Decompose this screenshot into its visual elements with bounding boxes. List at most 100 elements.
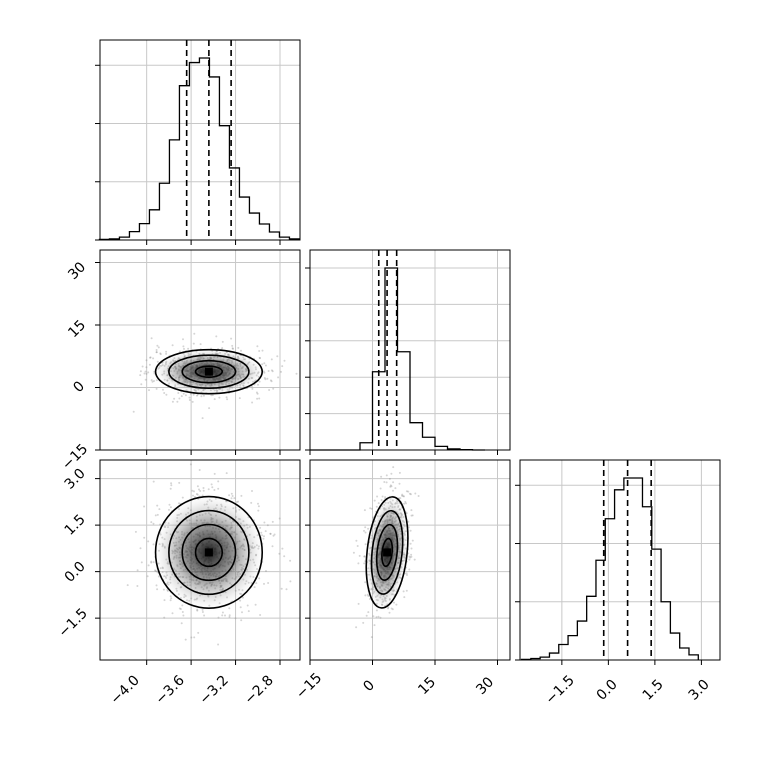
tick-labels: 30 15 0 −15 3.0 1.5 0.0 −1.5 −4.0 −3.6 −… xyxy=(55,259,712,708)
scatter-point xyxy=(150,561,153,564)
scatter-point xyxy=(196,485,199,488)
contour-line xyxy=(154,348,264,395)
scatter-point xyxy=(377,615,380,618)
scatter-point xyxy=(392,466,395,469)
scatter-point xyxy=(208,407,211,410)
scatter-point xyxy=(258,350,261,352)
scatter-point xyxy=(417,495,420,497)
contour-line xyxy=(154,495,264,610)
scatter-point xyxy=(295,372,298,375)
scatter-point xyxy=(373,624,376,627)
scatter-point xyxy=(398,471,401,474)
scatter-point xyxy=(270,380,273,383)
scatter-point xyxy=(176,400,179,403)
scatter-point xyxy=(143,372,146,375)
scatter-point xyxy=(370,636,373,639)
scatter-point xyxy=(152,522,155,525)
scatter-point xyxy=(259,614,262,616)
xtick-label: 15 xyxy=(415,674,439,698)
scatter-point xyxy=(410,553,413,556)
scatter-point xyxy=(145,372,148,375)
scatter-point xyxy=(182,614,185,617)
xtick-label: −4.0 xyxy=(107,672,142,707)
scatter-point xyxy=(143,505,146,508)
scatter-point xyxy=(139,547,142,550)
scatter-point xyxy=(141,365,144,368)
scatter-point xyxy=(213,472,216,475)
scatter-point xyxy=(390,485,393,488)
scatter-point xyxy=(280,587,283,590)
scatter-point xyxy=(179,608,182,610)
scatter-point xyxy=(140,561,143,564)
scatter-point xyxy=(409,556,412,559)
scatter-point xyxy=(392,489,394,492)
scatter-point xyxy=(258,397,261,400)
scatter-point xyxy=(270,358,273,361)
scatter-point xyxy=(365,614,368,617)
scatter-point xyxy=(267,582,270,584)
scatter-point xyxy=(392,481,395,484)
scatter-point xyxy=(158,508,161,511)
scatter-point xyxy=(375,616,378,619)
scatter-point xyxy=(144,370,147,373)
scatter-point xyxy=(381,495,384,498)
ytick-label: 30 xyxy=(65,259,89,283)
scatter-point xyxy=(259,357,261,360)
scatter-point xyxy=(215,335,218,338)
scatter-point xyxy=(237,346,240,349)
scatter-point xyxy=(281,547,284,550)
density-peak xyxy=(383,548,392,557)
scatter-point xyxy=(178,397,181,400)
scatter-point xyxy=(189,463,192,466)
scatter-point xyxy=(182,345,185,348)
contour-line xyxy=(375,523,399,581)
scatter-point xyxy=(200,395,203,398)
scatter-point xyxy=(171,344,174,347)
scatter-point xyxy=(265,570,267,572)
scatter-point xyxy=(364,526,367,529)
scatter-point xyxy=(228,614,231,617)
density-peak xyxy=(204,548,213,557)
scatter-point xyxy=(146,575,149,578)
scatter-point xyxy=(217,616,220,619)
scatter-point xyxy=(177,392,180,394)
scatter-point xyxy=(388,611,391,614)
scatter-point xyxy=(163,392,166,394)
scatter-point xyxy=(188,396,191,399)
scatter-point xyxy=(255,391,258,394)
scatter-point xyxy=(147,540,150,543)
contour-line xyxy=(370,509,404,595)
scatter-point xyxy=(276,355,279,358)
scatter-point xyxy=(193,490,195,493)
scatter-point xyxy=(263,362,266,365)
scatter-point xyxy=(240,494,243,497)
scatter-point xyxy=(410,509,413,512)
scatter-point xyxy=(256,345,259,348)
scatter-point xyxy=(376,495,379,498)
scatter-point xyxy=(363,509,366,512)
scatter-point xyxy=(152,357,155,360)
scatter-point xyxy=(264,530,267,533)
scatter-point xyxy=(257,505,260,508)
xtick-label: −15 xyxy=(293,670,325,702)
scatter-point xyxy=(156,588,159,591)
scatter-point xyxy=(159,353,162,356)
scatter-point xyxy=(394,487,397,490)
scatter-point xyxy=(217,643,220,646)
scatter-point xyxy=(413,558,416,561)
scatter-point xyxy=(247,610,250,613)
scatter-point xyxy=(266,524,269,527)
scatter-point xyxy=(156,513,159,516)
scatter-point xyxy=(263,582,265,585)
scatter-point xyxy=(388,477,391,480)
xtick-label: −3.2 xyxy=(196,672,231,707)
scatter-point xyxy=(210,483,213,486)
scatter-point xyxy=(269,379,272,382)
scatter-point xyxy=(152,480,155,483)
scatter-point xyxy=(266,377,269,380)
scatter-point xyxy=(165,352,168,355)
scatter-point xyxy=(193,332,196,335)
scatter-point xyxy=(283,359,286,362)
xtick-label: −2.8 xyxy=(241,672,276,707)
scatter-point xyxy=(154,514,157,517)
